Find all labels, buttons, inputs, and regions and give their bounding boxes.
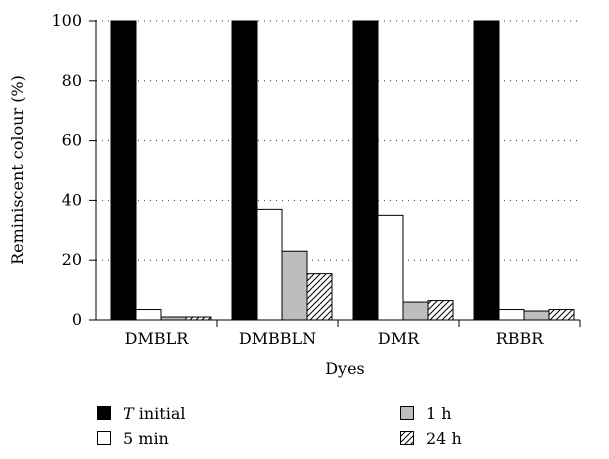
y-tick-label: 40	[62, 190, 82, 209]
x-axis-label: Dyes	[325, 359, 365, 378]
bar-dmblr-5-min	[135, 309, 162, 321]
y-axis-label: Reminiscent colour (%)	[8, 75, 27, 265]
axes	[95, 20, 580, 321]
bar-dmr-t-initial	[352, 20, 379, 321]
bar-dmblr-t-initial	[110, 20, 137, 321]
y-tick-label: 60	[62, 131, 82, 150]
x-tick-label: DMBLR	[125, 329, 190, 348]
bar-dmbbln-1-h	[281, 250, 308, 321]
gridlines	[96, 20, 580, 261]
x-tick-label: DMBBLN	[239, 329, 316, 348]
bar-rbbr-1-h	[523, 310, 550, 321]
bar-dmr-1-h	[402, 301, 429, 321]
bar-dmr-5-min	[377, 214, 404, 321]
x-tick-label: DMR	[378, 329, 420, 348]
bar-dmbbln-24-h	[306, 273, 333, 321]
x-tick-label: RBBR	[496, 329, 545, 348]
bar-dmbbln-5-min	[256, 208, 283, 321]
bar-dmr-24-h	[427, 300, 454, 321]
x-axis-ticks: DMBLR DMBBLN DMR RBBR	[125, 320, 581, 348]
y-tick-label: 80	[62, 71, 82, 90]
bar-rbbr-24-h	[548, 309, 575, 321]
y-axis-ticks: 0 20 40 60 80 100	[51, 11, 96, 329]
bars	[110, 20, 575, 321]
bar-dmbbln-t-initial	[231, 20, 258, 321]
y-tick-label: 0	[72, 310, 82, 329]
bar-rbbr-5-min	[498, 309, 525, 321]
y-tick-label: 20	[62, 250, 82, 269]
bar-rbbr-t-initial	[473, 20, 500, 321]
y-tick-label: 100	[51, 11, 82, 30]
